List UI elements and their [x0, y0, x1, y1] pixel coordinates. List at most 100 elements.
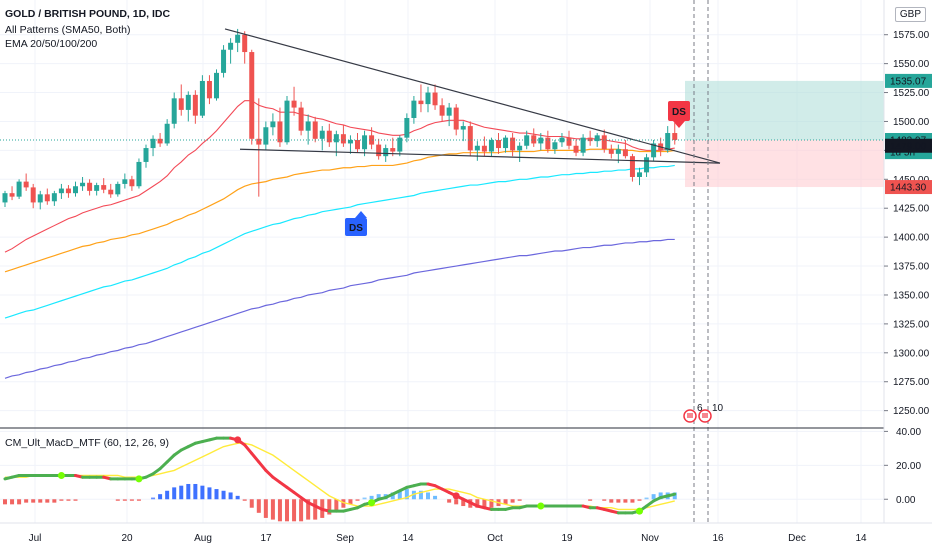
macd-cross-dot — [452, 492, 460, 500]
macd-histogram-bar — [658, 492, 663, 500]
candle-body — [199, 80, 205, 116]
macd-histogram-bar — [334, 499, 339, 512]
macd-cross-dot — [135, 475, 143, 483]
candle-body — [503, 137, 509, 149]
candle-body — [65, 188, 71, 194]
event-flag-icon-inner — [687, 413, 693, 418]
macd-line-segment — [165, 453, 176, 464]
price-axis-tag-label: 1443.30 — [890, 183, 927, 194]
macd-histogram-bar — [66, 499, 71, 501]
macd-histogram-bar — [411, 490, 416, 500]
indicator-axis-label: 20.00 — [896, 461, 921, 472]
macd-indicator-label[interactable]: CM_Ult_MacD_MTF (60, 12, 26, 9) — [5, 437, 169, 449]
macd-histogram-bar — [179, 485, 184, 500]
candle-body — [397, 137, 403, 152]
candle-body — [418, 100, 424, 105]
macd-histogram-bar — [299, 499, 304, 522]
macd-histogram-bar — [602, 499, 607, 501]
chart-title: GOLD / BRITISH POUND, 1D, IDC — [5, 8, 171, 20]
candle-body — [432, 92, 438, 106]
time-axis-label: Nov — [641, 533, 659, 544]
candle-body — [552, 142, 558, 150]
candle-body — [439, 105, 445, 116]
macd-histogram-bar — [292, 499, 297, 522]
ds-bullish-marker[interactable] — [345, 218, 367, 236]
candle-body — [510, 137, 516, 151]
time-axis-label: 14 — [402, 533, 414, 544]
macd-line-segment — [158, 460, 169, 471]
candle-body — [326, 130, 332, 143]
candle-body — [517, 145, 523, 151]
indicator-ema-label[interactable]: EMA 20/50/100/200 — [5, 38, 98, 50]
macd-line-segment — [243, 443, 254, 455]
candle-body — [538, 137, 544, 144]
macd-line-segment — [666, 492, 677, 498]
macd-histogram-bar — [390, 492, 395, 500]
time-axis-label: Aug — [194, 533, 212, 544]
candle-body — [115, 183, 121, 195]
time-axis-label: 20 — [121, 533, 133, 544]
price-axis-label: 1325.00 — [893, 319, 930, 330]
macd-histogram-bar — [404, 489, 409, 500]
macd-histogram-bar — [122, 499, 127, 501]
trend-line-lower[interactable] — [239, 148, 721, 164]
candle-body — [496, 139, 501, 149]
price-axis-label: 1425.00 — [893, 204, 930, 215]
candle-body — [122, 179, 128, 184]
price-axis-tag[interactable] — [885, 73, 932, 88]
candle-body — [171, 98, 177, 124]
macd-cross-dot — [57, 472, 65, 479]
macd-histogram-bar — [277, 499, 282, 522]
candle-body — [73, 186, 78, 194]
candle-body — [453, 107, 459, 130]
macd-histogram-bar — [221, 490, 226, 500]
price-axis-tag[interactable] — [885, 138, 932, 153]
price-axis-tag-label: 1535.07 — [890, 76, 927, 87]
candle-body — [622, 149, 628, 157]
candle-body — [143, 148, 149, 162]
candle-body — [242, 34, 248, 53]
price-axis-tag[interactable] — [885, 180, 932, 195]
macd-histogram-bar — [263, 499, 268, 518]
macd-histogram-bar — [59, 499, 64, 501]
candle-body — [411, 100, 417, 118]
candle-body — [404, 117, 410, 138]
macd-histogram-bar — [172, 487, 177, 500]
candle-body — [58, 188, 64, 194]
time-axis-label: 19 — [561, 533, 573, 544]
macd-histogram-bar — [115, 499, 120, 501]
indicator-patterns-label[interactable]: All Patterns (SMA50, Both) — [5, 24, 131, 36]
candle-body — [425, 92, 431, 105]
price-axis-label: 1550.00 — [893, 59, 930, 70]
price-axis-label: 1375.00 — [893, 262, 930, 273]
ds-bearish-marker-arrow[interactable] — [673, 121, 685, 128]
candle-body — [383, 148, 389, 157]
candle-body — [305, 121, 311, 131]
macd-histogram-bar — [214, 489, 219, 500]
candle-body — [608, 149, 614, 154]
trend-line-upper[interactable] — [224, 28, 721, 164]
candle-body — [44, 194, 50, 202]
ds-bullish-marker-label: DS — [349, 223, 363, 234]
currency-button[interactable]: GBP — [894, 7, 926, 22]
event-label: 10 — [712, 403, 724, 414]
macd-histogram-bar — [151, 497, 156, 500]
zone-target — [685, 80, 884, 141]
macd-histogram-bar — [45, 499, 50, 503]
price-axis-label: 1350.00 — [893, 290, 930, 301]
candle-body — [30, 187, 36, 203]
indicator-axis-label: 40.00 — [896, 427, 921, 438]
candle-body — [347, 139, 353, 144]
macd-histogram-bar — [369, 495, 374, 500]
ds-bearish-marker[interactable] — [668, 101, 690, 121]
candle-body — [637, 172, 642, 177]
candle-body — [340, 134, 346, 144]
candle-body — [390, 148, 396, 152]
macd-histogram-bar — [73, 499, 78, 501]
candle-body — [298, 107, 304, 131]
candle-body — [524, 135, 530, 146]
ds-bullish-marker-arrow[interactable] — [355, 211, 367, 218]
macd-histogram-bar — [426, 492, 430, 500]
macd-histogram-bar — [158, 494, 163, 500]
